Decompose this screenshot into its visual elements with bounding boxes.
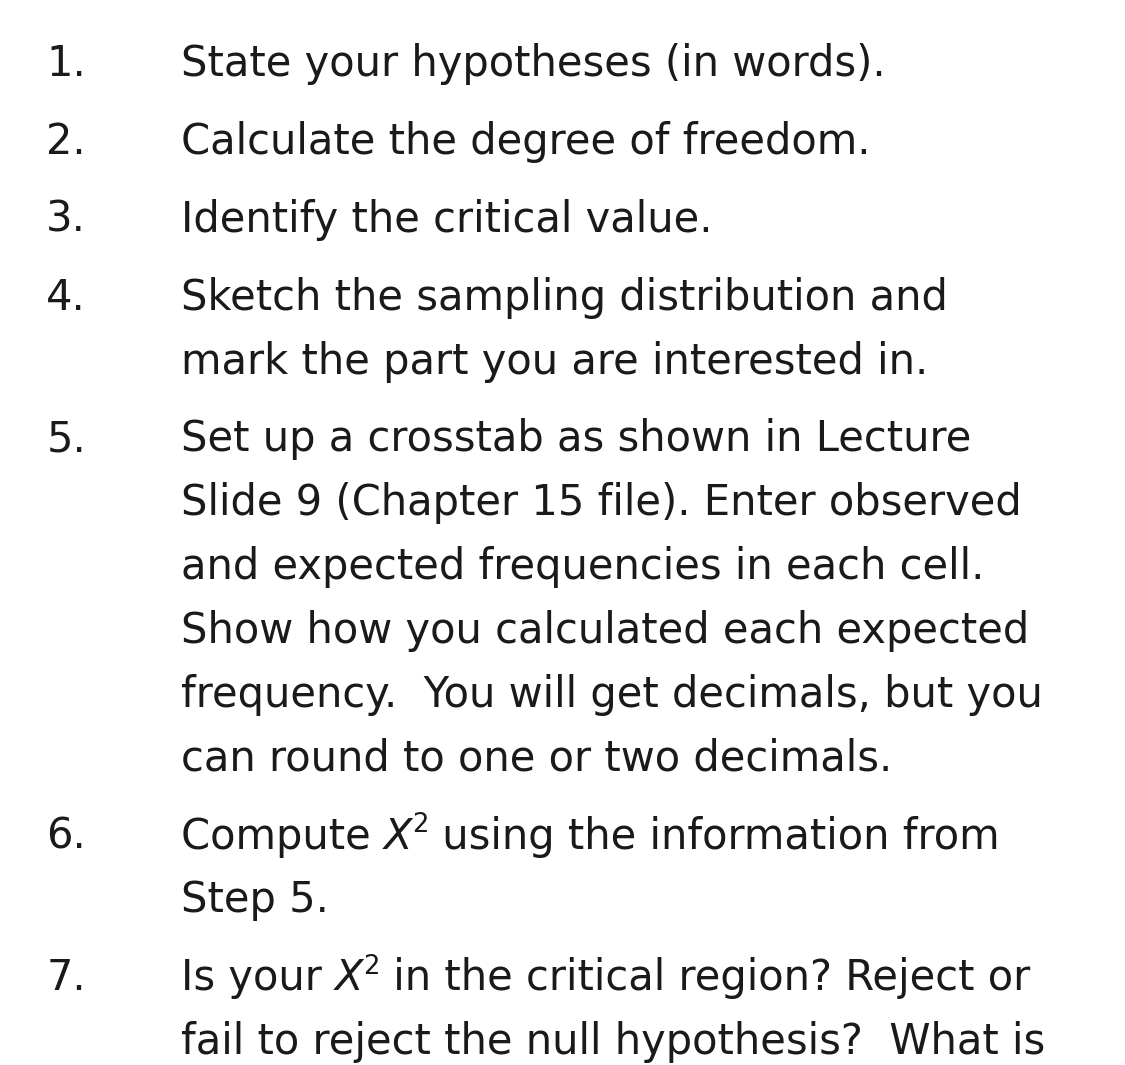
- Text: Show how you calculated each expected: Show how you calculated each expected: [180, 610, 1028, 652]
- Text: Calculate the degree of freedom.: Calculate the degree of freedom.: [180, 121, 870, 163]
- Text: 7.: 7.: [46, 957, 87, 999]
- Text: 1.: 1.: [46, 44, 87, 85]
- Text: X: X: [384, 816, 412, 857]
- Text: Identify the critical value.: Identify the critical value.: [180, 199, 712, 241]
- Text: 3.: 3.: [46, 199, 87, 241]
- Text: State your hypotheses (in words).: State your hypotheses (in words).: [180, 44, 885, 85]
- Text: 2.: 2.: [46, 121, 87, 163]
- Text: mark the part you are interested in.: mark the part you are interested in.: [180, 341, 928, 382]
- Text: 2: 2: [412, 812, 429, 838]
- Text: 4.: 4.: [46, 277, 87, 318]
- Text: frequency.  You will get decimals, but you: frequency. You will get decimals, but yo…: [180, 674, 1043, 716]
- Text: Is your: Is your: [180, 957, 334, 999]
- Text: fail to reject the null hypothesis?  What is: fail to reject the null hypothesis? What…: [180, 1021, 1045, 1063]
- Text: can round to one or two decimals.: can round to one or two decimals.: [180, 738, 892, 780]
- Text: Compute: Compute: [180, 816, 384, 857]
- Text: 5.: 5.: [46, 419, 87, 460]
- Text: in the critical region? Reject or: in the critical region? Reject or: [379, 957, 1029, 999]
- Text: 6.: 6.: [46, 816, 87, 857]
- Text: Set up a crosstab as shown in Lecture: Set up a crosstab as shown in Lecture: [180, 419, 971, 460]
- Text: and expected frequencies in each cell.: and expected frequencies in each cell.: [180, 546, 984, 588]
- Text: Sketch the sampling distribution and: Sketch the sampling distribution and: [180, 277, 947, 318]
- Text: using the information from: using the information from: [429, 816, 999, 857]
- Text: X: X: [334, 957, 363, 999]
- Text: 2: 2: [363, 953, 379, 980]
- Text: Step 5.: Step 5.: [180, 880, 328, 921]
- Text: Slide 9 (Chapter 15 file). Enter observed: Slide 9 (Chapter 15 file). Enter observe…: [180, 482, 1022, 524]
